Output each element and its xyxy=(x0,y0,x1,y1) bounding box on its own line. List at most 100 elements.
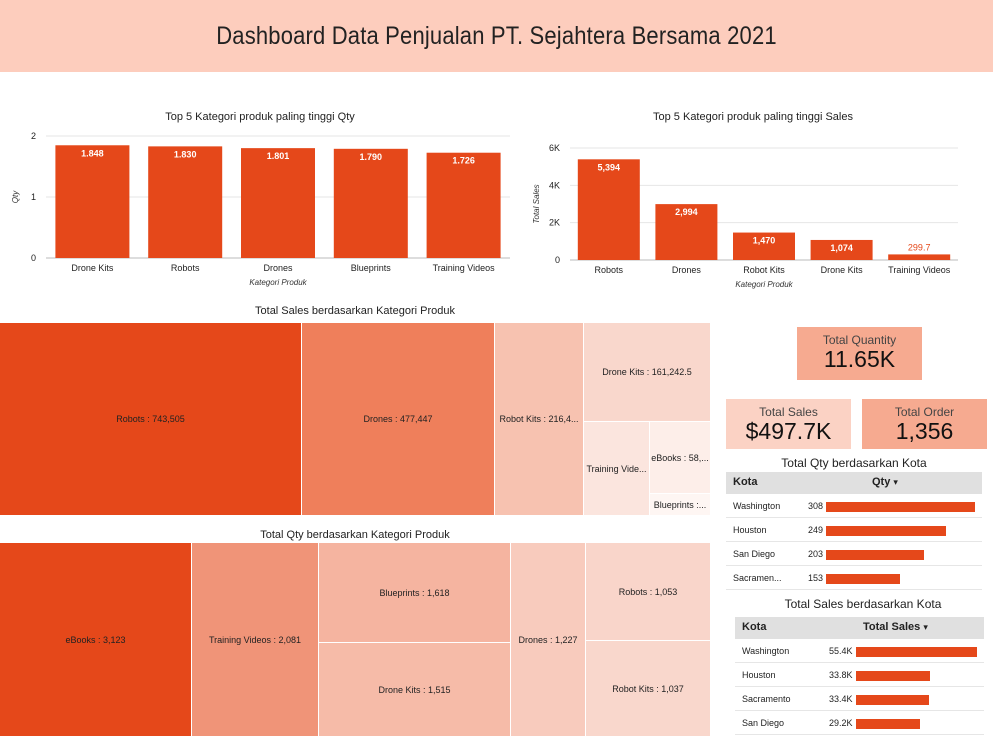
kpi-value: 11.65K xyxy=(823,346,896,372)
y-tick-label: 2 xyxy=(31,131,36,141)
x-tick-label: Robot Kits xyxy=(743,265,785,275)
table-row[interactable]: Washington 308 xyxy=(726,494,982,518)
qty-treemap-title: Total Qty berdasarkan Kategori Produk xyxy=(260,529,450,541)
data-label: 1.830 xyxy=(174,149,197,159)
treemap-cell[interactable]: eBooks : 3,123 xyxy=(0,543,192,737)
kpi-value: 1,356 xyxy=(895,418,954,444)
qty-bar-chart: 0 1 2 1.848 Drone Kits 1.830 Robots 1.801 Drones… xyxy=(11,131,510,287)
kpi-label: Total Order xyxy=(894,405,955,419)
value-cell: 203 xyxy=(808,549,824,559)
column-header-city[interactable]: Kota xyxy=(733,476,758,488)
qty-treemap: eBooks : 3,123 Training Videos : 2,081 B… xyxy=(0,543,711,737)
column-header-qty[interactable]: Qty ▾ xyxy=(872,476,898,488)
city-cell: Sacramento xyxy=(742,694,791,704)
dashboard-title: Dashboard Data Penjualan PT. Sejahtera B… xyxy=(216,21,777,50)
x-axis-label: Kategori Produk xyxy=(249,278,307,287)
value-cell: 249 xyxy=(808,525,824,535)
treemap-cell[interactable]: Robot Kits : 1,037 xyxy=(586,641,711,737)
x-tick-label: Robots xyxy=(171,263,200,273)
treemap-cell[interactable]: Drones : 477,447 xyxy=(302,323,495,516)
x-tick-label: Robots xyxy=(595,265,624,275)
bar xyxy=(655,204,718,260)
value-bar xyxy=(856,695,929,705)
sales-treemap: Robots : 743,505 Drones : 477,447 Robot … xyxy=(0,323,711,516)
treemap-cell[interactable]: Robots : 743,505 xyxy=(0,323,302,516)
kpi-label: Total Quantity xyxy=(822,333,897,347)
kpi-total-sales: Total Sales $497.7K xyxy=(726,399,851,449)
column-header-label: Total Sales xyxy=(863,621,921,633)
kpi-value: $497.7K xyxy=(745,418,832,444)
column-header-city[interactable]: Kota xyxy=(742,621,767,633)
sales-table-title: Total Sales berdasarkan Kota xyxy=(784,597,942,611)
city-cell: Houston xyxy=(733,525,767,535)
value-cell: 308 xyxy=(808,501,824,511)
qty-bar-chart-title: Top 5 Kategori produk paling tinggi Qty xyxy=(165,111,355,123)
x-axis-label: Kategori Produk xyxy=(735,280,793,289)
bar xyxy=(148,146,223,258)
value-bar xyxy=(856,719,920,729)
value-bar xyxy=(856,671,930,681)
table-header: Kota Total Sales ▾ xyxy=(735,617,984,639)
column-header-label: Qty xyxy=(872,476,891,488)
table-row[interactable]: Sacramento 33.4K xyxy=(735,687,984,711)
table-header: Kota Qty ▾ xyxy=(726,472,982,494)
city-cell: Houston xyxy=(742,670,776,680)
treemap-cell[interactable]: Blueprints : 1,618 xyxy=(319,543,511,643)
table-row[interactable]: Sacramen... 153 xyxy=(726,566,982,590)
table-row[interactable]: Houston 33.8K xyxy=(735,663,984,687)
sales-bar-chart: 0 2K 4K 6K 5,394 Robots 2,994 Drones 1,470 Robot … xyxy=(532,143,958,289)
treemap-cell[interactable]: Blueprints :... xyxy=(650,494,711,516)
table-row[interactable]: San Diego 203 xyxy=(726,542,982,566)
treemap-cell[interactable]: Robots : 1,053 xyxy=(586,543,711,641)
city-cell: Washington xyxy=(742,646,790,656)
column-header-total-sales[interactable]: Total Sales ▾ xyxy=(863,621,928,633)
treemap-cell[interactable]: Training Vide... xyxy=(584,422,650,516)
table-row[interactable]: Houston 249 xyxy=(726,518,982,542)
value-bar xyxy=(826,526,947,536)
data-label: 1.801 xyxy=(267,151,290,161)
bar xyxy=(577,159,640,260)
value-cell: 29.2K xyxy=(829,718,853,728)
city-cell: Washington xyxy=(733,501,781,511)
table-row[interactable]: Washington 55.4K xyxy=(735,639,984,663)
data-label: 2,994 xyxy=(675,207,698,217)
bar xyxy=(241,148,315,258)
y-tick-label: 2K xyxy=(549,218,560,228)
treemap-cell[interactable]: Drone Kits : 1,515 xyxy=(319,643,511,737)
bar xyxy=(426,152,501,258)
sales-city-table: Kota Total Sales ▾ Washington 55.4K Housto… xyxy=(735,617,984,737)
city-cell: Sacramen... xyxy=(733,573,782,583)
y-tick-label: 0 xyxy=(31,253,36,263)
table-row[interactable]: San Diego 29.2K xyxy=(735,711,984,735)
bar xyxy=(733,232,795,260)
y-axis-label: Total Sales xyxy=(532,184,541,223)
sales-treemap-title: Total Sales berdasarkan Kategori Produk xyxy=(255,305,455,317)
bar xyxy=(55,145,130,258)
y-tick-label: 1 xyxy=(31,192,36,202)
data-label: 299.7 xyxy=(908,242,931,252)
treemap-cell[interactable]: Drone Kits : 161,242.5 xyxy=(584,323,711,422)
value-cell: 153 xyxy=(808,573,824,583)
y-tick-label: 0 xyxy=(555,255,560,265)
dashboard-header: Dashboard Data Penjualan PT. Sejahtera B… xyxy=(0,0,993,72)
treemap-cell[interactable]: Robot Kits : 216,4... xyxy=(495,323,584,516)
value-bar xyxy=(826,550,925,560)
x-tick-label: Blueprints xyxy=(351,263,392,273)
treemap-cell[interactable]: Drones : 1,227 xyxy=(511,543,586,737)
data-label: 1,074 xyxy=(830,243,853,253)
value-cell: 55.4K xyxy=(829,646,853,656)
qty-table-title: Total Qty berdasarkan Kota xyxy=(781,456,927,470)
x-tick-label: Drone Kits xyxy=(821,265,864,275)
y-axis-label: Qty xyxy=(11,190,20,203)
x-tick-label: Drones xyxy=(672,265,702,275)
treemap-cell[interactable]: Training Videos : 2,081 xyxy=(192,543,319,737)
data-label: 1,470 xyxy=(753,236,776,246)
qty-city-table: Kota Qty ▾ Washington 308 Houston 249 San Di… xyxy=(726,472,982,592)
kpi-total-order: Total Order 1,356 xyxy=(862,399,987,449)
bar xyxy=(810,239,873,260)
sales-bar-chart-title: Top 5 Kategori produk paling tinggi Sale… xyxy=(653,111,853,123)
treemap-cell[interactable]: eBooks : 58,... xyxy=(650,422,711,494)
sort-desc-icon: ▾ xyxy=(893,477,898,487)
bar xyxy=(333,148,408,258)
data-label: 1.848 xyxy=(81,148,104,158)
